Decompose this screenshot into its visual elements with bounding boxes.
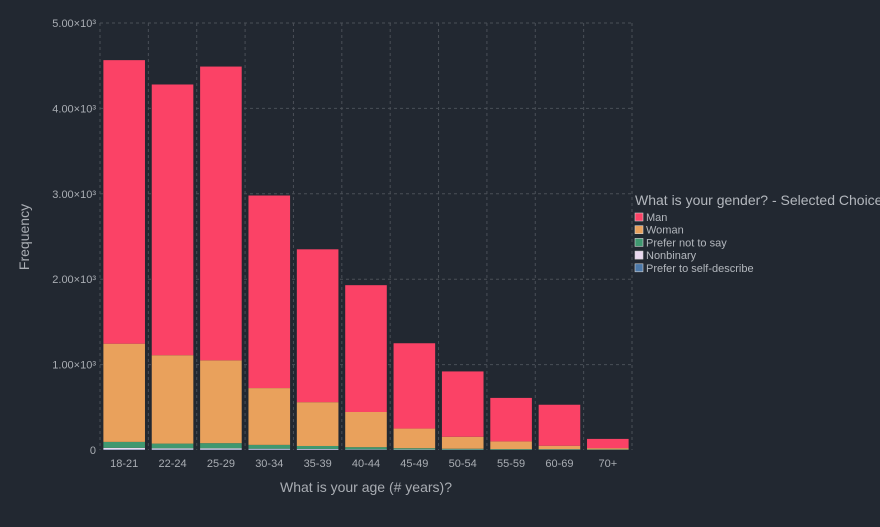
x-axis-title: What is your age (# years)? [280,479,452,495]
bar-segment[interactable] [248,448,291,450]
bar-segment[interactable] [103,60,145,344]
legend-label: Prefer to self-describe [646,263,754,275]
bar-segment[interactable] [200,443,242,449]
bar-segment[interactable] [103,447,145,450]
bar-segment[interactable] [441,436,484,449]
bar-segment[interactable] [296,448,339,450]
y-axis-title: Frequency [16,204,32,270]
y-tick-label: 4.00×10³ [52,103,96,115]
x-tick-label: 22-24 [158,458,186,470]
x-tick-label: 45-49 [400,458,428,470]
legend-title: What is your gender? - Selected Choice [635,192,880,208]
bar-segment[interactable] [538,445,581,450]
legend-item[interactable]: Man [634,212,667,224]
y-tick-label: 5.00×10³ [52,18,96,30]
bar-segment[interactable] [200,448,242,450]
x-tick-label: 55-59 [497,458,525,470]
legend-label: Nonbinary [646,250,697,262]
y-tick-label: 1.00×10³ [52,360,96,372]
bar-segment[interactable] [441,371,484,437]
bar-segment[interactable] [200,66,242,361]
legend-item[interactable]: Woman [634,225,684,237]
legend-item[interactable]: Nonbinary [634,250,697,262]
bar-segment[interactable] [248,195,291,389]
x-tick-label: 25-29 [207,458,235,470]
bar-segment[interactable] [103,343,145,442]
bar-segment[interactable] [490,441,532,450]
bar-segment[interactable] [538,404,581,446]
bar-segment[interactable] [393,448,436,450]
legend-swatch [634,263,644,273]
bar-segment[interactable] [490,397,532,442]
x-tick-label: 35-39 [304,458,332,470]
legend-label: Woman [646,225,684,237]
x-tick-label: 18-21 [110,458,138,470]
bar-segment[interactable] [393,428,436,449]
legend-item[interactable]: Prefer not to say [634,237,727,249]
bar-segment[interactable] [490,449,532,450]
legend-swatch [634,225,644,234]
legend-swatch [634,212,644,222]
bar-segment[interactable] [248,444,291,449]
y-axis-ticks: 0 1.00×10³ 2.00×10³ 3.00×10³ 4.00×10³ 5.00×10… [52,18,96,457]
x-tick-label: 30-34 [255,458,283,470]
bar-segment[interactable] [538,449,581,450]
x-tick-label: 40-44 [352,458,380,470]
x-tick-label: 50-54 [449,458,477,470]
legend-label: Prefer not to say [646,237,727,249]
bar-segment[interactable] [587,438,629,449]
bar-segment[interactable] [248,388,291,445]
x-tick-label: 60-69 [545,458,573,470]
bar-segment[interactable] [587,448,629,450]
x-tick-label: 70+ [598,458,617,470]
bar-segment[interactable] [345,285,387,412]
legend-swatch [634,250,644,260]
bar-segment[interactable] [151,448,194,450]
bar-segment[interactable] [103,441,145,448]
y-tick-label: 2.00×10³ [52,274,96,286]
bar-segment[interactable] [345,411,387,448]
legend-label: Man [646,212,667,224]
legend-item[interactable]: Prefer to self-describe [634,263,754,275]
legend: What is your gender? - Selected Choice M… [634,192,880,275]
bar-segment[interactable] [296,402,339,446]
bar-segment[interactable] [151,443,194,449]
bar-segment[interactable] [200,360,242,444]
bar-segment[interactable] [441,448,484,450]
legend-swatch [634,238,644,247]
y-tick-label: 0 [90,445,96,457]
bar-segment[interactable] [345,447,387,450]
bar-segment[interactable] [296,445,339,449]
bar-segment[interactable] [151,84,194,356]
bars-layer [103,60,629,450]
grid-layer [99,22,633,450]
bar-segment[interactable] [151,355,194,444]
x-axis-ticks: 18-21 22-24 25-29 30-34 35-39 40-44 45-49 50-54… [110,458,617,470]
bar-segment[interactable] [296,249,339,403]
bar-segment[interactable] [393,343,436,429]
y-tick-label: 3.00×10³ [52,189,96,201]
